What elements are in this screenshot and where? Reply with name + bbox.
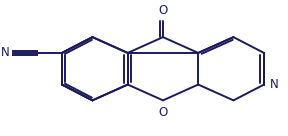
Text: N: N [1,46,10,59]
Text: O: O [158,106,168,119]
Text: N: N [270,78,278,91]
Text: O: O [158,4,168,17]
